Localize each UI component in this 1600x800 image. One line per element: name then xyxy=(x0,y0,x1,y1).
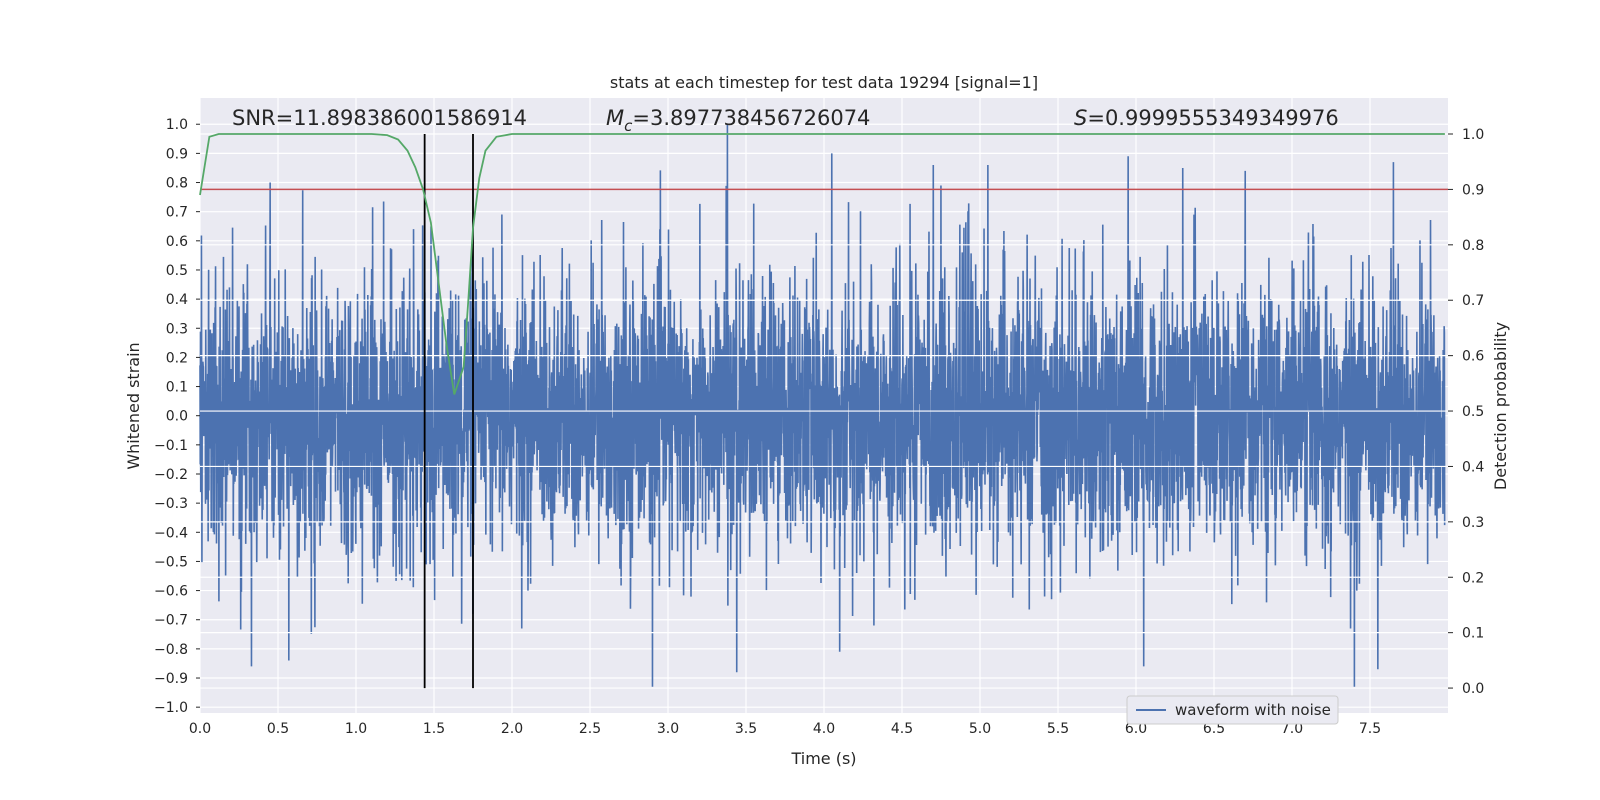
y-tick-label: −0.3 xyxy=(154,496,188,512)
y-tick-labels: −1.0 −0.9 −0.8 −0.7 −0.6 −0.5 −0.4 −0.3 −0.2 −0.1… xyxy=(154,117,200,716)
y-tick-label: −0.2 xyxy=(154,467,188,483)
waveform-path xyxy=(199,124,1446,687)
x-tick-label: 4.0 xyxy=(813,721,835,737)
y2-tick-label: 0.5 xyxy=(1462,404,1484,420)
chirp-mass-symbol: M xyxy=(606,106,624,130)
x-tick-label: 3.0 xyxy=(657,721,679,737)
legend: waveform with noise xyxy=(1126,695,1339,725)
y-tick-label: −0.1 xyxy=(154,438,188,454)
y-tick-label: 0.8 xyxy=(166,176,188,192)
y-tick-label: 0.3 xyxy=(166,321,188,337)
y-tick-label: 0.6 xyxy=(166,234,188,250)
legend-box xyxy=(1126,695,1339,725)
y-tick-label: −0.5 xyxy=(154,554,188,570)
y-tick-label: 0.9 xyxy=(166,146,188,162)
y-tick-label: −1.0 xyxy=(154,700,188,716)
x-axis-label: Time (s) xyxy=(790,749,856,768)
y2-tick-label: 0.1 xyxy=(1462,626,1484,642)
y2-tick-label: 0.9 xyxy=(1462,182,1484,198)
x-tick-label: 0.0 xyxy=(189,721,211,737)
y2-tick-label: 0.7 xyxy=(1462,293,1484,309)
y-tick-label: 0.0 xyxy=(166,409,188,425)
s-annotation: S=0.9999555349349976 xyxy=(1074,106,1339,130)
chirp-mass-annotation: Mc=3.897738456726074 xyxy=(606,106,870,135)
x-tick-label: 5.0 xyxy=(969,721,991,737)
x-tick-label: 3.5 xyxy=(735,721,757,737)
x-tick-label: 1.5 xyxy=(423,721,445,737)
x-tick-label: 2.5 xyxy=(579,721,601,737)
chirp-mass-value: =3.897738456726074 xyxy=(632,106,870,130)
y-tick-label: 0.7 xyxy=(166,205,188,221)
y2-tick-label: 1.0 xyxy=(1462,127,1484,143)
probability-line xyxy=(199,133,1445,395)
y-tick-label: −0.9 xyxy=(154,671,188,687)
s-value: =0.9999555349349976 xyxy=(1087,106,1338,130)
y-tick-label: 1.0 xyxy=(166,117,188,133)
y-tick-label: −0.4 xyxy=(154,525,188,541)
x-tick-label: 6.0 xyxy=(1125,721,1147,737)
y2-tick-label: 0.3 xyxy=(1462,515,1484,531)
y-axis-label: Whitened strain xyxy=(124,342,143,469)
x-tick-label: 0.5 xyxy=(267,721,289,737)
y2-tick-label: 0.8 xyxy=(1462,238,1484,254)
y-tick-label: −0.7 xyxy=(154,613,188,629)
y-tick-label: 0.1 xyxy=(166,380,188,396)
y-tick-label: 0.4 xyxy=(166,292,188,308)
x-tick-label: 2.0 xyxy=(501,721,523,737)
snr-annotation: SNR=11.898386001586914 xyxy=(232,106,527,130)
y2-axis-label: Detection probability xyxy=(1491,322,1510,490)
legend-label: waveform with noise xyxy=(1175,701,1331,719)
y-tick-label: 0.5 xyxy=(166,263,188,279)
chirp-mass-subscript: c xyxy=(624,117,633,135)
x-tick-label: 6.5 xyxy=(1203,721,1225,737)
y2-tick-label: 0.0 xyxy=(1462,681,1484,697)
y2-tick-label: 0.2 xyxy=(1462,570,1484,586)
y2-tick-label: 0.4 xyxy=(1462,459,1484,475)
x-tick-label: 1.0 xyxy=(345,721,367,737)
x-tick-label: 5.5 xyxy=(1047,721,1069,737)
x-tick-label: 7.5 xyxy=(1359,721,1381,737)
y2-tick-label: 0.6 xyxy=(1462,349,1484,365)
y-tick-label: −0.8 xyxy=(154,642,188,658)
s-symbol: S xyxy=(1074,106,1087,130)
x-tick-label: 7.0 xyxy=(1281,721,1303,737)
y-tick-label: 0.2 xyxy=(166,350,188,366)
y2-tick-labels: 0.0 0.1 0.2 0.3 0.4 0.5 0.6 0.7 0.8 0.9 1.0 xyxy=(1448,127,1484,697)
x-tick-labels: 0.0 0.5 1.0 1.5 2.0 2.5 3.0 3.5 4.0 4.5 5.0 5.5 6.0 6… xyxy=(189,721,1381,737)
y-tick-label: −0.6 xyxy=(154,584,188,600)
x-tick-label: 4.5 xyxy=(891,721,913,737)
chart-title: stats at each timestep for test data 192… xyxy=(610,73,1038,92)
waveform-series xyxy=(199,124,1446,687)
